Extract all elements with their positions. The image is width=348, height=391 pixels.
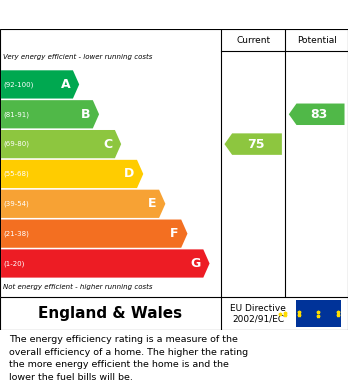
FancyBboxPatch shape [296,300,341,327]
Text: B: B [80,108,90,121]
Text: 75: 75 [247,138,264,151]
Text: (21-38): (21-38) [4,230,30,237]
Text: D: D [124,167,134,181]
Polygon shape [1,190,165,218]
Text: (55-68): (55-68) [4,171,30,177]
Text: Current: Current [236,36,270,45]
Polygon shape [1,100,99,128]
Text: (81-91): (81-91) [4,111,30,118]
Text: (39-54): (39-54) [4,201,30,207]
Polygon shape [1,160,143,188]
Text: Potential: Potential [297,36,337,45]
Text: F: F [170,227,179,240]
Text: 83: 83 [310,108,327,121]
Text: Very energy efficient - lower running costs: Very energy efficient - lower running co… [3,54,153,60]
Text: Not energy efficient - higher running costs: Not energy efficient - higher running co… [3,284,153,290]
Polygon shape [1,219,188,248]
Text: (92-100): (92-100) [4,81,34,88]
Polygon shape [289,104,345,125]
Text: G: G [190,257,200,270]
Text: The energy efficiency rating is a measure of the
overall efficiency of a home. T: The energy efficiency rating is a measur… [9,335,248,382]
Text: (1-20): (1-20) [4,260,25,267]
Polygon shape [1,70,79,99]
Text: EU Directive
2002/91/EC: EU Directive 2002/91/EC [230,304,286,323]
Polygon shape [1,249,209,278]
Text: A: A [61,78,70,91]
Text: C: C [103,138,112,151]
Text: Energy Efficiency Rating: Energy Efficiency Rating [9,8,200,22]
Text: E: E [148,197,156,210]
Text: England & Wales: England & Wales [38,306,183,321]
Polygon shape [1,130,121,158]
Polygon shape [224,133,282,155]
Text: (69-80): (69-80) [4,141,30,147]
